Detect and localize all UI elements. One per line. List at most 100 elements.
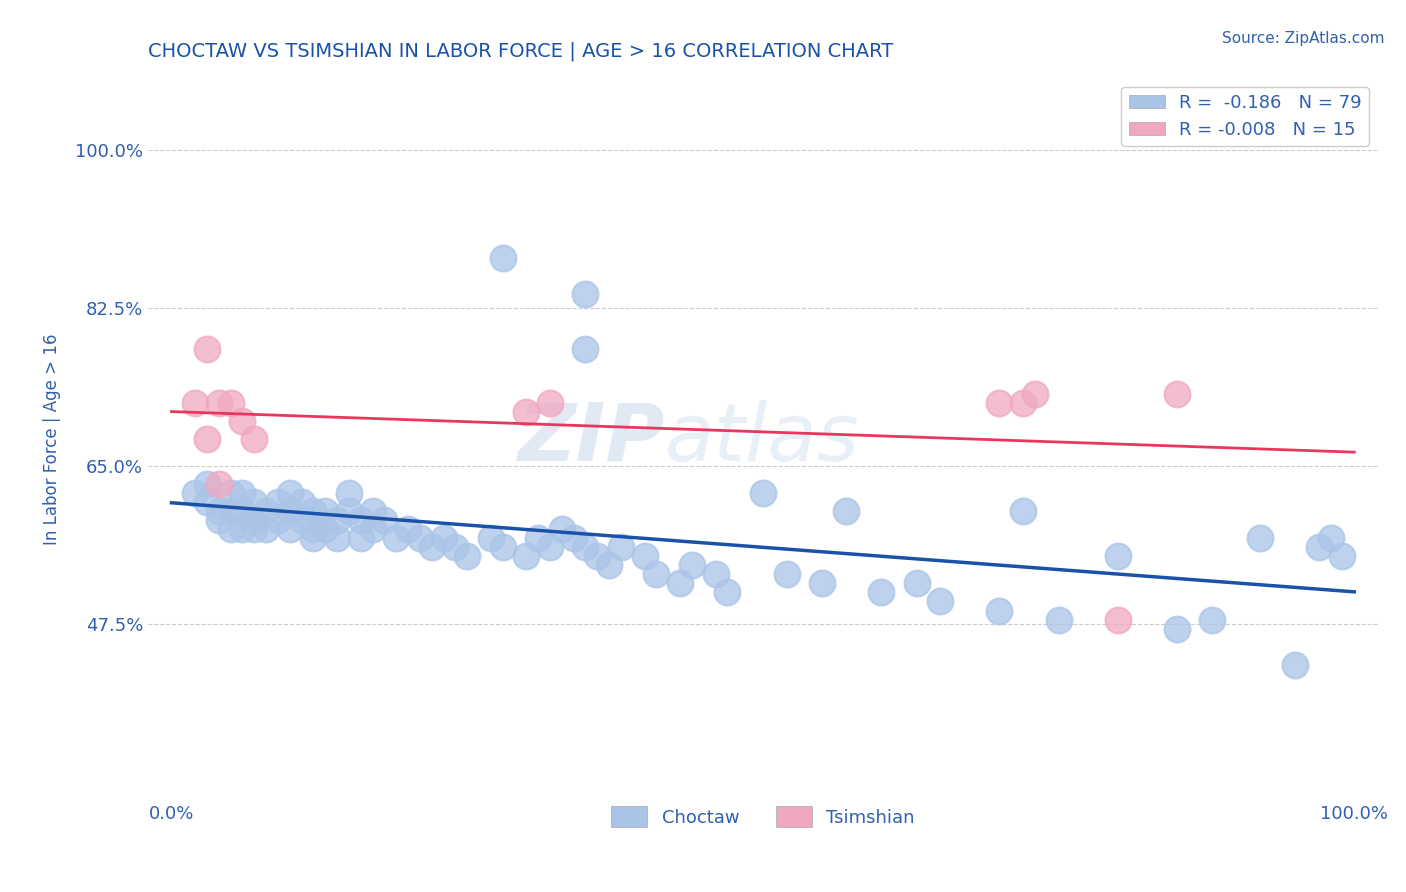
Legend: Choctaw, Tsimshian: Choctaw, Tsimshian (605, 799, 922, 835)
Point (1308, 541, 1330, 555)
Point (337, 504, 360, 518)
Point (479, 531, 502, 545)
Point (326, 531, 349, 545)
Point (574, 287, 596, 301)
Point (231, 414, 253, 428)
Point (326, 513, 349, 527)
Point (208, 477, 231, 491)
Point (988, 603, 1011, 617)
Point (350, 513, 373, 527)
Point (278, 486, 301, 500)
Point (184, 486, 207, 500)
Point (361, 522, 384, 536)
Point (527, 531, 550, 545)
Point (278, 522, 301, 536)
Y-axis label: In Labor Force | Age > 16: In Labor Force | Age > 16 (44, 333, 60, 545)
Point (716, 585, 738, 599)
Point (243, 495, 266, 509)
Point (208, 504, 231, 518)
Point (195, 432, 218, 446)
Text: ZIP: ZIP (517, 400, 665, 478)
Point (598, 558, 620, 573)
Point (834, 504, 856, 518)
Point (195, 477, 218, 491)
Point (420, 541, 443, 555)
Point (1166, 386, 1188, 401)
Point (775, 567, 797, 582)
Point (538, 396, 561, 410)
Point (195, 495, 218, 509)
Point (456, 549, 478, 564)
Text: CHOCTAW VS TSIMSHIAN IN LABOR FORCE | AGE > 16 CORRELATION CHART: CHOCTAW VS TSIMSHIAN IN LABOR FORCE | AG… (148, 42, 893, 62)
Point (574, 342, 596, 356)
Point (314, 522, 336, 536)
Point (373, 513, 395, 527)
Point (254, 504, 277, 518)
Point (1331, 549, 1354, 564)
Point (267, 495, 290, 509)
Point (515, 405, 537, 419)
Point (1047, 613, 1070, 627)
Point (444, 541, 467, 555)
Point (752, 486, 775, 500)
Point (243, 513, 266, 527)
Point (267, 513, 290, 527)
Point (208, 396, 231, 410)
Point (302, 522, 325, 536)
Point (314, 504, 336, 518)
Point (905, 576, 928, 591)
Point (231, 504, 253, 518)
Point (870, 585, 893, 599)
Point (538, 541, 561, 555)
Point (645, 567, 668, 582)
Point (1012, 504, 1035, 518)
Point (219, 396, 242, 410)
Point (562, 531, 585, 545)
Point (811, 576, 834, 591)
Point (1319, 531, 1341, 545)
Point (515, 549, 537, 564)
Point (254, 522, 277, 536)
Point (361, 504, 384, 518)
Point (432, 531, 454, 545)
Point (385, 531, 408, 545)
Point (669, 576, 692, 591)
Text: atlas: atlas (665, 400, 859, 478)
Point (219, 486, 242, 500)
Point (633, 549, 655, 564)
Point (291, 495, 314, 509)
Point (681, 558, 703, 573)
Point (231, 486, 253, 500)
Point (988, 396, 1011, 410)
Point (243, 522, 266, 536)
Point (219, 504, 242, 518)
Point (492, 541, 515, 555)
Point (195, 342, 218, 356)
Point (208, 513, 231, 527)
Point (492, 252, 515, 266)
Point (243, 432, 266, 446)
Point (704, 567, 727, 582)
Point (409, 531, 432, 545)
Point (1107, 613, 1129, 627)
Point (1166, 622, 1188, 636)
Point (929, 594, 952, 608)
Point (291, 513, 314, 527)
Point (302, 531, 325, 545)
Point (1024, 386, 1046, 401)
Point (610, 541, 633, 555)
Point (184, 396, 207, 410)
Point (337, 486, 360, 500)
Point (219, 522, 242, 536)
Point (278, 504, 301, 518)
Point (1201, 613, 1223, 627)
Point (574, 541, 596, 555)
Point (302, 504, 325, 518)
Point (1249, 531, 1271, 545)
Point (551, 522, 574, 536)
Point (396, 522, 419, 536)
Point (586, 549, 609, 564)
Point (1107, 549, 1129, 564)
Point (350, 531, 373, 545)
Point (1012, 396, 1035, 410)
